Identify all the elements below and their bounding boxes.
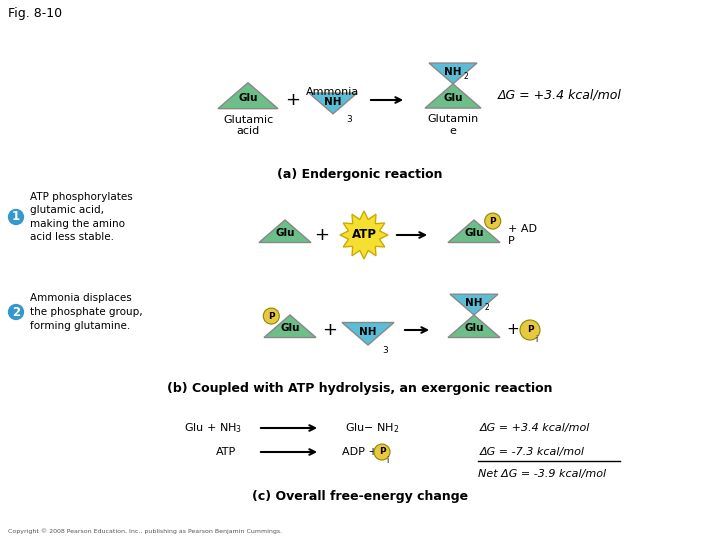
- Text: NH: NH: [465, 298, 482, 308]
- Text: (b) Coupled with ATP hydrolysis, an exergonic reaction: (b) Coupled with ATP hydrolysis, an exer…: [167, 382, 553, 395]
- Text: 2: 2: [484, 303, 489, 312]
- Circle shape: [264, 308, 279, 324]
- Polygon shape: [448, 315, 500, 338]
- Text: Copyright © 2008 Pearson Education, Inc., publishing as Pearson Benjamin Cumming: Copyright © 2008 Pearson Education, Inc.…: [8, 528, 282, 534]
- Circle shape: [485, 213, 500, 229]
- Text: Ammonia: Ammonia: [307, 87, 359, 97]
- Polygon shape: [259, 220, 311, 242]
- Text: +: +: [323, 321, 338, 339]
- Text: ΔG = +3.4 kcal/mol: ΔG = +3.4 kcal/mol: [498, 89, 622, 102]
- Text: Glu: Glu: [444, 93, 463, 103]
- Text: (c) Overall free-energy change: (c) Overall free-energy change: [252, 490, 468, 503]
- Text: +: +: [315, 226, 330, 244]
- Text: Glutamin
e: Glutamin e: [428, 114, 479, 136]
- Text: i: i: [387, 456, 389, 465]
- Circle shape: [7, 303, 25, 321]
- Text: 3: 3: [346, 115, 352, 124]
- Text: ΔG = -7.3 kcal/mol: ΔG = -7.3 kcal/mol: [480, 447, 585, 457]
- Text: P: P: [268, 312, 274, 321]
- Text: (a) Endergonic reaction: (a) Endergonic reaction: [277, 168, 443, 181]
- Text: i: i: [536, 335, 538, 345]
- Polygon shape: [448, 220, 500, 242]
- Polygon shape: [342, 322, 394, 345]
- Polygon shape: [450, 294, 498, 315]
- Polygon shape: [429, 63, 477, 84]
- Polygon shape: [425, 84, 481, 108]
- Circle shape: [374, 444, 390, 460]
- Text: NH: NH: [359, 327, 377, 337]
- Polygon shape: [309, 93, 357, 114]
- Text: + AD
P: + AD P: [508, 224, 537, 246]
- Text: +: +: [286, 91, 300, 109]
- Text: ADP +: ADP +: [342, 447, 378, 457]
- Text: 2: 2: [12, 306, 20, 319]
- Text: +: +: [506, 322, 518, 338]
- Text: Glu: Glu: [275, 228, 294, 238]
- Text: Glu: Glu: [238, 93, 258, 103]
- Polygon shape: [340, 211, 388, 259]
- Text: P: P: [490, 217, 496, 226]
- Text: Ammonia displaces
the phosphate group,
forming glutamine.: Ammonia displaces the phosphate group, f…: [30, 293, 143, 330]
- Text: Glu + NH$_3$: Glu + NH$_3$: [184, 421, 242, 435]
- Text: 3: 3: [382, 346, 388, 355]
- Text: P: P: [527, 326, 534, 334]
- Text: 1: 1: [12, 211, 20, 224]
- Text: ATP: ATP: [351, 228, 377, 241]
- Text: Glu$-$ NH$_2$: Glu$-$ NH$_2$: [345, 421, 399, 435]
- Circle shape: [7, 208, 25, 226]
- Text: Glu: Glu: [280, 323, 300, 333]
- Text: Net ΔG = -3.9 kcal/mol: Net ΔG = -3.9 kcal/mol: [478, 469, 606, 479]
- Text: ΔG = +3.4 kcal/mol: ΔG = +3.4 kcal/mol: [480, 423, 590, 433]
- Text: 2: 2: [463, 72, 468, 81]
- Circle shape: [520, 320, 540, 340]
- Text: Glu: Glu: [464, 323, 484, 333]
- Text: NH: NH: [324, 97, 342, 107]
- Text: ATP phosphorylates
glutamic acid,
making the amino
acid less stable.: ATP phosphorylates glutamic acid, making…: [30, 192, 132, 242]
- Text: ATP: ATP: [216, 447, 236, 457]
- Polygon shape: [264, 315, 316, 338]
- Text: Glutamic
acid: Glutamic acid: [223, 114, 273, 136]
- Text: Glu: Glu: [464, 228, 484, 238]
- Polygon shape: [218, 83, 278, 109]
- Text: P: P: [379, 448, 385, 456]
- Text: Fig. 8-10: Fig. 8-10: [8, 7, 62, 20]
- Text: NH: NH: [444, 67, 462, 77]
